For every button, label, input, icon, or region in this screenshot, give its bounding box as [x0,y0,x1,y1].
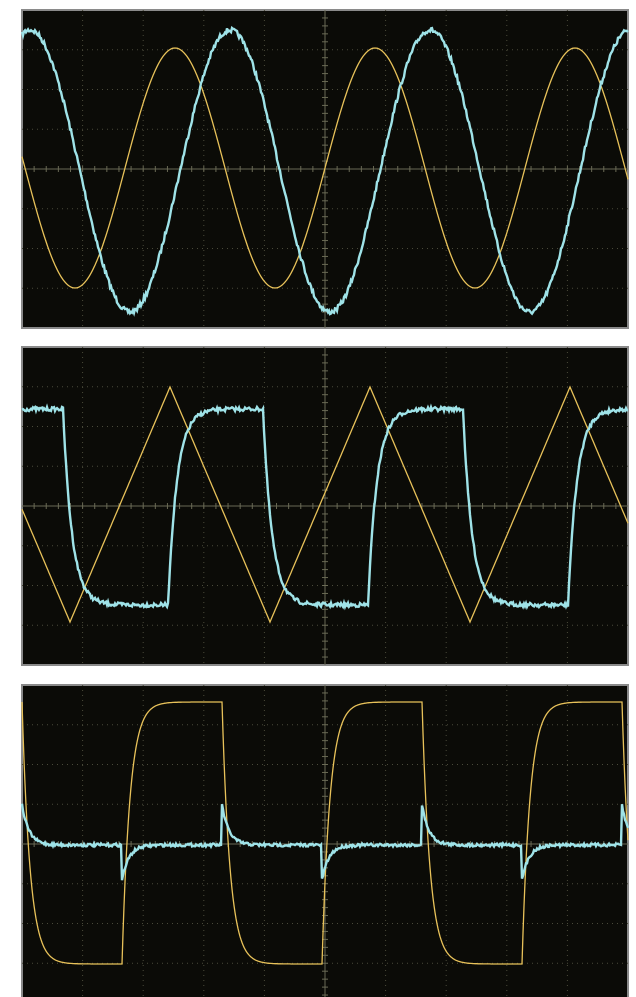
scope-panel [22,10,628,328]
scope-panel [22,685,628,997]
scope-panel [22,347,628,665]
page: {} (() => { const NS = 'http://www.w3.or… [0,0,636,997]
oscilloscope-screens [0,0,636,997]
